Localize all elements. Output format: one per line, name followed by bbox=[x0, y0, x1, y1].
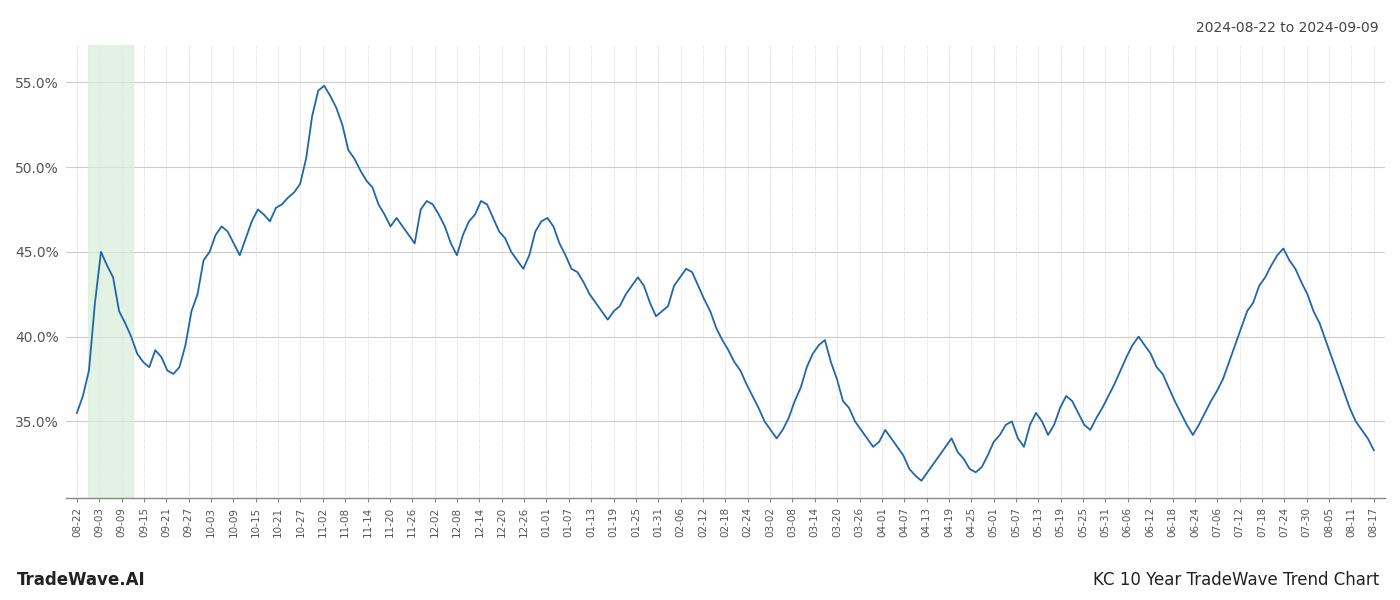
Text: 2024-08-22 to 2024-09-09: 2024-08-22 to 2024-09-09 bbox=[1197, 21, 1379, 35]
Bar bbox=[88, 45, 133, 498]
Text: KC 10 Year TradeWave Trend Chart: KC 10 Year TradeWave Trend Chart bbox=[1093, 571, 1379, 589]
Text: TradeWave.AI: TradeWave.AI bbox=[17, 571, 146, 589]
